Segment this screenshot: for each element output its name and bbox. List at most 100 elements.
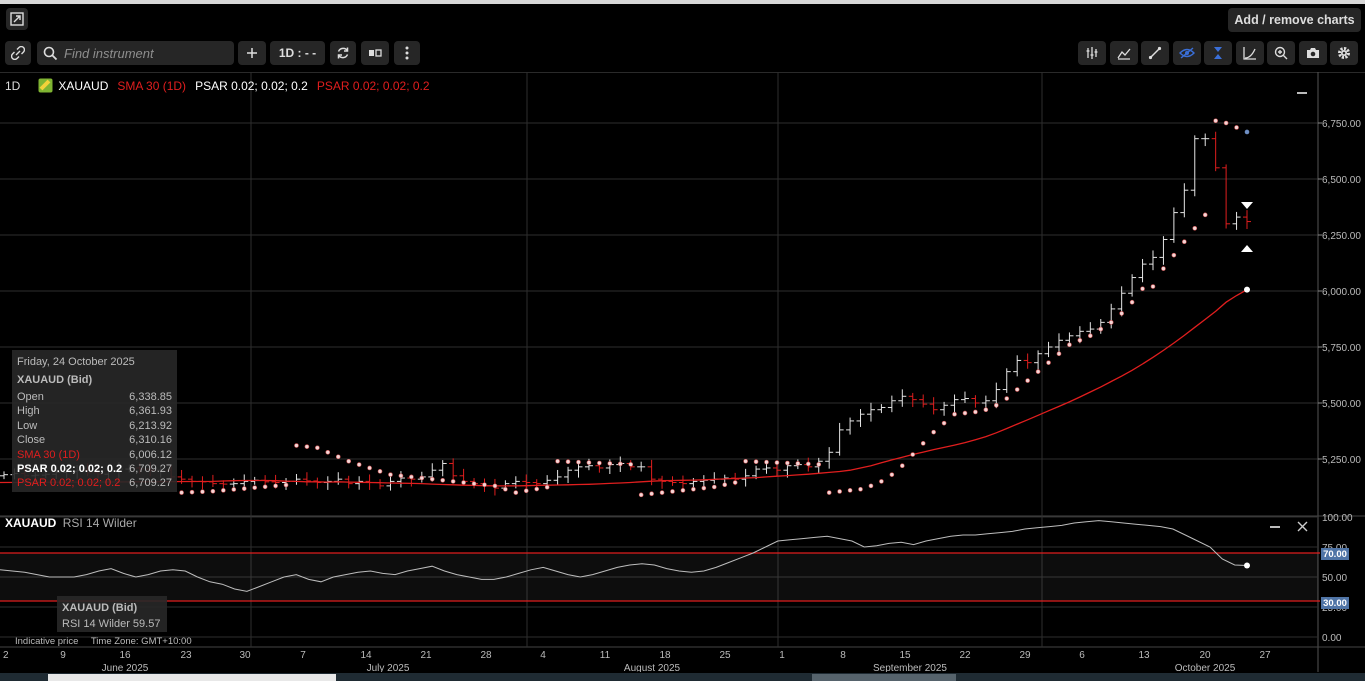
psar-dot [1025, 378, 1030, 383]
psar-dot [221, 488, 226, 493]
link-icon[interactable] [5, 41, 31, 65]
psar-dot [1182, 239, 1187, 245]
psar-dot [617, 461, 623, 467]
add-icon[interactable] [238, 41, 266, 65]
find-instrument-input[interactable] [64, 45, 224, 61]
hide-drawings-icon[interactable] [1172, 41, 1201, 65]
search-icon [43, 46, 58, 60]
psar-dot [597, 460, 602, 466]
layout-icon[interactable] [6, 8, 28, 30]
infobox-row: PSAR 0.02; 0.02; 0.2 6,709.27 [17, 462, 172, 476]
psar-dot [1108, 320, 1114, 325]
curve-icon[interactable] [1235, 41, 1264, 65]
sma-line [0, 289, 1248, 487]
psar-dot [388, 472, 393, 477]
psar-dot [628, 462, 634, 467]
chart-legend: 1D XAUAUD SMA 30 (1D) PSAR 0.02; 0.02; 0… [5, 78, 439, 93]
sma-end-dot [1244, 286, 1250, 293]
psar-dot [868, 483, 874, 489]
psar-dot [544, 484, 550, 490]
psar-dot [805, 461, 811, 467]
interval-selector[interactable]: 1D : - - [270, 41, 325, 65]
indicators-icon[interactable] [1078, 41, 1106, 65]
high-marker [1241, 202, 1253, 209]
infobox-row: High 6,361.93 [17, 404, 172, 418]
psar-dot [858, 486, 863, 492]
time-axis-month-label: October 2025 [1175, 663, 1236, 672]
psar-dot [941, 420, 947, 426]
instrument-flag-icon [38, 78, 53, 93]
psar-dot [503, 486, 508, 492]
infobox-row: SMA 30 (1D) 6,006.12 [17, 448, 172, 462]
infobox-row-value: 6,006.12 [129, 448, 172, 461]
psar-dot [367, 465, 372, 471]
psar-dot [607, 461, 613, 466]
refresh-icon[interactable] [330, 41, 356, 65]
psar-dot [419, 475, 425, 481]
psar-dot [994, 402, 999, 408]
add-remove-charts-button[interactable]: Add / remove charts [1228, 8, 1361, 32]
psar-dot [523, 488, 529, 494]
psar-dot [1014, 387, 1020, 392]
chart-style-icon[interactable] [1109, 41, 1138, 65]
infobox-row-label: Close [17, 434, 46, 447]
infobox-row: Close 6,310.16 [17, 433, 172, 447]
camera-icon[interactable] [1298, 41, 1327, 65]
psar-dot [910, 452, 916, 457]
psar-dot [231, 487, 237, 492]
zoom-icon[interactable] [1267, 41, 1295, 65]
close-rsi-icon[interactable] [1297, 521, 1308, 532]
psar-dot [774, 460, 780, 465]
more-options-icon[interactable] [394, 41, 420, 65]
legend-sma[interactable]: SMA 30 (1D) [117, 78, 187, 93]
psar-dot [732, 480, 738, 485]
psar-dot [1192, 225, 1198, 231]
psar-dot [398, 473, 404, 479]
rsi-title-indicator[interactable]: RSI 14 Wilder [62, 516, 137, 530]
price-tick-label: 6,750.00 [1322, 119, 1361, 130]
find-instrument-search[interactable] [37, 41, 234, 65]
magnet-icon[interactable] [1204, 41, 1232, 65]
infobox-row: Low 6,213.92 [17, 419, 172, 433]
time-axis-month-label: August 2025 [624, 663, 681, 672]
psar-dot [973, 409, 978, 415]
time-axis-day-label: 27 [1259, 650, 1271, 661]
legend-psar-white[interactable]: PSAR 0.02; 0.02; 0.2 [195, 78, 308, 93]
settings-gear-icon[interactable] [1330, 41, 1358, 65]
psar-dot [335, 454, 341, 460]
legend-psar-red[interactable]: PSAR 0.02; 0.02; 0.2 [316, 78, 430, 93]
low-marker [1241, 245, 1253, 252]
time-axis-day-label: 22 [959, 650, 971, 661]
psar-dot [482, 482, 487, 488]
rsi-band [0, 553, 1318, 601]
psar-dot [429, 476, 435, 482]
psar-dot [513, 490, 519, 495]
infobox-row-label: Open [17, 391, 44, 403]
rsi-end-dot [1244, 562, 1250, 569]
legend-symbol[interactable]: XAUAUD [58, 78, 109, 93]
time-axis-day-label: 18 [659, 650, 671, 661]
price-tick-label: 5,750.00 [1322, 343, 1361, 354]
legend-interval: 1D [5, 78, 21, 93]
chart-type-icon[interactable] [361, 41, 389, 65]
scrollbar-segment[interactable] [812, 674, 956, 681]
price-chart[interactable]: 6,750.00 6,500.00 6,250.00 6,000.00 5,750.00… [0, 72, 1365, 672]
psar-dot [795, 461, 801, 466]
time-axis-day-label: 7 [300, 650, 306, 661]
psar-dot [294, 443, 299, 448]
draw-line-icon[interactable] [1141, 41, 1169, 65]
psar-dot [847, 488, 853, 493]
time-axis-day-label: 28 [480, 650, 492, 661]
ohlc-infobox: Friday, 24 October 2025 XAUAUD (Bid) Ope… [12, 350, 177, 492]
psar-dot [200, 489, 205, 495]
psar-dot [711, 484, 717, 490]
psar-dot [659, 490, 665, 495]
scrollbar-thumb[interactable] [48, 674, 336, 681]
time-scrollbar[interactable] [0, 673, 1365, 681]
price-tick-label: 6,500.00 [1322, 175, 1361, 186]
minimize-main-icon[interactable] [1297, 92, 1307, 94]
psar-dot [346, 458, 351, 464]
minimize-rsi-icon[interactable] [1270, 526, 1280, 528]
infobox-row-value: 6,361.93 [129, 405, 172, 418]
psar-dot [983, 407, 989, 413]
